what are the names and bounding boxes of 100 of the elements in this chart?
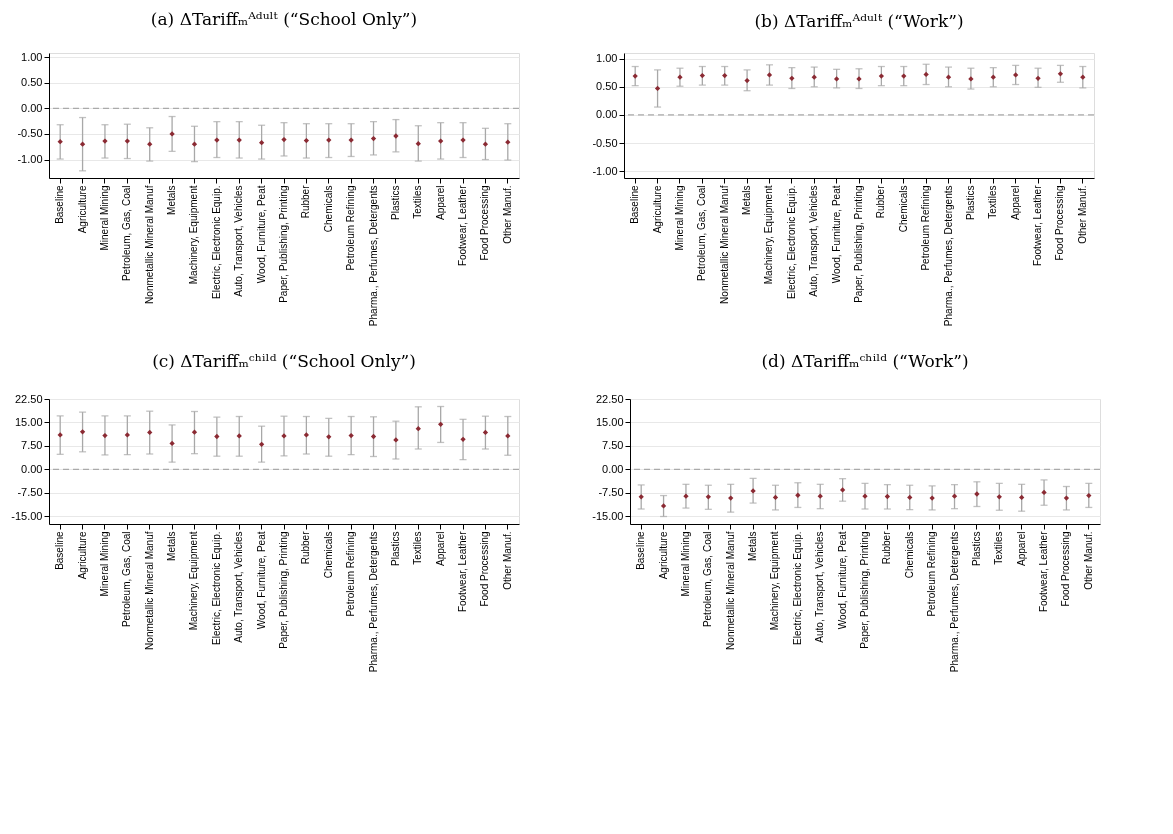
- y-tick-label: -15.00: [592, 509, 624, 522]
- y-tick-label: -7.50: [17, 486, 43, 499]
- point: [654, 85, 661, 92]
- y-tick-label: 7.50: [21, 439, 43, 452]
- point: [1041, 489, 1047, 496]
- x-tick-label: Baseline: [635, 531, 647, 570]
- y-tick-label: 0.50: [21, 76, 43, 89]
- x-tick-label: Apparel: [1015, 531, 1027, 566]
- y-tick-label: -1.00: [592, 164, 618, 177]
- x-tick-label: Petroleum, Gas, Coal: [696, 185, 708, 282]
- x-tick-label: Nonmetallic Mineral Manuf: [143, 531, 155, 650]
- point: [281, 136, 287, 143]
- x-tick-label: Other Manuf.: [1076, 185, 1088, 244]
- x-tick-label: Rubber: [881, 530, 893, 565]
- point: [460, 436, 466, 442]
- x-tick-label: Chemicals: [322, 185, 334, 233]
- point: [303, 137, 310, 144]
- x-tick-label: Machinery, Equipment: [188, 531, 200, 631]
- x-tick-label: Chemicals: [897, 185, 909, 233]
- x-tick-label: Other Manuf.: [1082, 531, 1094, 590]
- x-tick-label: Petroleum, Gas, Coal: [121, 531, 133, 628]
- y-tick-label: 1.00: [596, 52, 618, 65]
- point: [1019, 494, 1025, 501]
- x-tick-label: Wood, Furniture, Peat: [255, 185, 267, 284]
- x-tick-label: Agriculture: [76, 185, 88, 234]
- x-tick-label: Petroleum Refining: [345, 185, 357, 271]
- x-tick-label: Textiles: [987, 185, 999, 219]
- point: [415, 426, 421, 432]
- point: [415, 141, 421, 147]
- point: [124, 432, 130, 438]
- point: [744, 77, 750, 84]
- point: [705, 494, 711, 500]
- x-tick-label: Electric, Electronic Equip.: [791, 531, 803, 645]
- x-tick-label: Pharma., Perfumes, Detergents: [948, 531, 960, 673]
- point: [923, 71, 929, 78]
- point: [147, 141, 153, 147]
- y-tick-label: 15.00: [595, 415, 624, 428]
- point: [124, 138, 130, 144]
- x-tick-label: Pharma., Perfumes, Detergents: [942, 185, 954, 327]
- point: [811, 74, 817, 80]
- x-tick-label: Auto, Transport, Vehicles: [233, 531, 245, 643]
- x-tick-label: Electric, Electronic Equip.: [210, 185, 222, 299]
- point: [79, 429, 86, 435]
- x-tick-label: Metals: [166, 531, 178, 561]
- chart-title: (a) ΔTariffₘᴬᵈᵘˡᵗ (“School Only”): [150, 9, 418, 30]
- x-tick-label: Rubber: [300, 530, 312, 565]
- x-tick-label: Rubber: [875, 184, 887, 219]
- x-tick-label: Paper, Publishing, Printing: [278, 531, 289, 649]
- point: [169, 440, 175, 447]
- point: [370, 135, 377, 142]
- x-tick-label: Petroleum Refining: [345, 531, 357, 617]
- y-tick-label: 0.00: [21, 462, 43, 475]
- x-tick-label: Pharma., Perfumes, Detergents: [367, 185, 379, 327]
- point: [772, 494, 779, 501]
- x-tick-label: Mineral Mining: [98, 531, 110, 597]
- x-tick-label: Metals: [166, 185, 178, 215]
- x-tick-label: Agriculture: [657, 531, 669, 580]
- x-tick-label: Baseline: [54, 531, 66, 570]
- point: [57, 138, 63, 145]
- x-tick-label: Agriculture: [76, 531, 88, 580]
- point: [1035, 75, 1041, 81]
- x-tick-label: Food Processing: [479, 531, 491, 607]
- point: [258, 140, 265, 146]
- x-tick-label: Wood, Furniture, Peat: [255, 531, 267, 630]
- x-tick-label: Pharma., Perfumes, Detergents: [367, 531, 379, 673]
- point: [795, 492, 801, 498]
- point: [996, 494, 1002, 500]
- point: [236, 433, 242, 439]
- y-tick-label: -7.50: [598, 486, 624, 499]
- y-tick-label: 7.50: [602, 439, 624, 452]
- x-tick-label: Plastics: [389, 531, 401, 566]
- x-tick-label: Textiles: [993, 531, 1005, 565]
- x-tick-label: Auto, Transport, Vehicles: [808, 185, 820, 297]
- point: [722, 72, 728, 79]
- x-tick-label: Mineral Mining: [673, 185, 685, 251]
- point: [438, 138, 444, 144]
- point: [833, 76, 840, 82]
- x-tick-label: Mineral Mining: [679, 531, 691, 597]
- x-tick-label: Nonmetallic Mineral Manuf: [724, 531, 736, 650]
- x-tick-label: Nonmetallic Mineral Manuf: [143, 185, 155, 304]
- y-tick-label: 15.00: [14, 415, 43, 428]
- x-tick-label: Wood, Furniture, Peat: [836, 531, 848, 630]
- x-tick-label: Metals: [741, 185, 753, 215]
- y-tick-label: -0.50: [592, 136, 618, 149]
- x-tick-label: Plastics: [389, 185, 401, 220]
- point: [191, 429, 198, 435]
- point: [878, 73, 885, 79]
- x-tick-label: Auto, Transport, Vehicles: [233, 185, 245, 297]
- point: [990, 74, 996, 80]
- point: [884, 493, 891, 500]
- x-tick-label: Food Processing: [1054, 185, 1066, 261]
- point: [1013, 72, 1019, 78]
- x-tick-label: Electric, Electronic Equip.: [785, 185, 797, 299]
- y-tick-label: -0.50: [17, 127, 43, 140]
- x-tick-label: Paper, Publishing, Printing: [278, 185, 289, 303]
- x-tick-label: Machinery, Equipment: [188, 185, 200, 285]
- y-tick-label: -1.00: [17, 153, 43, 166]
- point: [191, 141, 198, 147]
- y-tick-label: 1.00: [21, 50, 43, 63]
- point: [1057, 71, 1064, 77]
